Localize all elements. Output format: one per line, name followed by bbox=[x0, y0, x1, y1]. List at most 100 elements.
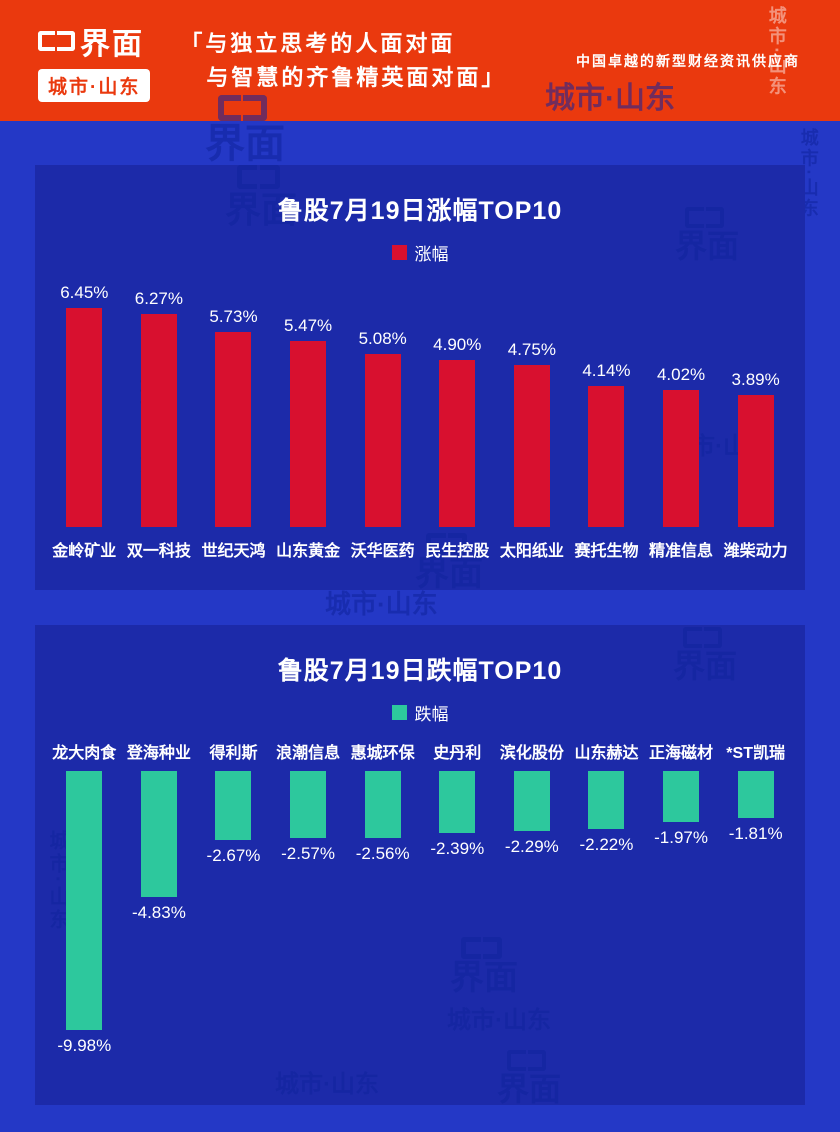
category-label: 山东黄金 bbox=[276, 543, 341, 560]
legend-label: 涨幅 bbox=[414, 245, 449, 264]
category-label: 赛托生物 bbox=[574, 543, 639, 560]
bar bbox=[140, 314, 177, 527]
category-label: 惠城环保 bbox=[350, 745, 415, 762]
value-label: 3.89% bbox=[731, 370, 780, 389]
bar bbox=[737, 395, 774, 527]
quote-line-1: 「与独立思考的人面对面 bbox=[180, 30, 456, 56]
bar-column: 4.14% bbox=[569, 361, 644, 527]
gainers-chart-title: 鲁股7月19日涨幅TOP10 bbox=[277, 197, 563, 225]
bar bbox=[66, 771, 103, 1030]
bar-column: 5.73% bbox=[196, 307, 271, 527]
gainers-bar-chart: 6.45% 6.27% 5.73% 5.47% 5.08% 4.90% 4.75% 4.14%… bbox=[35, 275, 805, 561]
bar bbox=[439, 360, 476, 527]
losers-bar-chart: 龙大肉食 登海种业 得利斯 浪潮信息 惠城环保 史丹利 滨化股份 山东赫达 正海磁材 *ST凯瑞 … bbox=[35, 739, 805, 1071]
bar bbox=[588, 771, 625, 829]
logo-region-badge: 城市·山东 bbox=[38, 69, 151, 102]
value-label: -2.22% bbox=[579, 835, 634, 854]
value-label: -2.67% bbox=[206, 846, 261, 865]
legend-label: 跌幅 bbox=[414, 705, 449, 724]
category-label: 得利斯 bbox=[209, 745, 258, 762]
bar-column: -2.22% bbox=[569, 771, 644, 855]
bar-column: 6.45% bbox=[47, 283, 122, 527]
category-label: 潍柴动力 bbox=[723, 543, 788, 560]
value-label: 5.08% bbox=[358, 329, 407, 348]
bar-column: 4.02% bbox=[644, 365, 719, 527]
legend-swatch-icon bbox=[391, 245, 407, 260]
category-label: 精准信息 bbox=[649, 543, 714, 560]
bar bbox=[513, 771, 550, 831]
bar bbox=[140, 771, 177, 897]
categories-row: 龙大肉食 登海种业 得利斯 浪潮信息 惠城环保 史丹利 滨化股份 山东赫达 正海磁材 *ST凯瑞 bbox=[35, 739, 805, 763]
category-label: 双一科技 bbox=[126, 543, 191, 560]
bar-column: -9.98% bbox=[47, 771, 122, 1056]
value-label: 4.14% bbox=[582, 361, 631, 380]
bar bbox=[513, 365, 550, 527]
category-label: 太阳纸业 bbox=[499, 543, 564, 560]
bar bbox=[439, 771, 476, 833]
value-label: 4.75% bbox=[507, 340, 556, 359]
bar-column: 4.75% bbox=[495, 340, 570, 527]
bar-column: -2.56% bbox=[345, 771, 420, 864]
bar bbox=[290, 771, 327, 838]
legend-swatch-icon bbox=[391, 705, 407, 720]
category-label: 龙大肉食 bbox=[52, 745, 117, 762]
bar bbox=[663, 390, 700, 527]
categories-row: 金岭矿业 双一科技 世纪天鸿 山东黄金 沃华医药 民生控股 太阳纸业 赛托生物 精准信息 潍柴动力 bbox=[35, 537, 805, 561]
category-label: 滨化股份 bbox=[499, 745, 564, 762]
bar bbox=[588, 386, 625, 527]
category-label: 山东赫达 bbox=[574, 745, 639, 762]
quote-line-2: 与智慧的齐鲁精英面对面」 bbox=[206, 64, 507, 90]
value-label: -1.97% bbox=[654, 828, 708, 847]
losers-panel: 界面 城市·山东 界面 城市·山东 界面 城市·山东 鲁股7月19日跌幅TOP10 跌幅 … bbox=[35, 625, 805, 1105]
category-label: 沃华医药 bbox=[350, 543, 415, 560]
value-label: -2.57% bbox=[281, 844, 336, 863]
value-label: 6.45% bbox=[60, 283, 109, 302]
bar-column: -2.57% bbox=[271, 771, 346, 864]
category-label: 世纪天鸿 bbox=[201, 543, 266, 560]
value-label: -4.83% bbox=[131, 903, 186, 922]
bar-column: -1.81% bbox=[718, 771, 793, 844]
category-label: 正海磁材 bbox=[649, 745, 714, 762]
bar-column: 5.47% bbox=[271, 316, 346, 527]
category-label: 金岭矿业 bbox=[52, 543, 117, 560]
bar-column: -2.39% bbox=[420, 771, 495, 859]
logo-text: 界面 bbox=[79, 28, 144, 61]
bars-row: 6.45% 6.27% 5.73% 5.47% 5.08% 4.90% 4.75% 4.14%… bbox=[35, 275, 805, 527]
value-label: -2.39% bbox=[430, 839, 485, 858]
bar bbox=[737, 771, 774, 818]
bars-row: -9.98% -4.83% -2.67% -2.57% -2.56% -2.39% -2.2… bbox=[35, 771, 805, 1071]
bar bbox=[66, 308, 103, 527]
jiemian-mark-icon bbox=[38, 31, 75, 51]
value-label: 5.47% bbox=[283, 316, 333, 335]
value-label: -1.81% bbox=[728, 824, 783, 843]
bar-column: 6.27% bbox=[122, 289, 197, 527]
losers-legend: 跌幅 bbox=[35, 700, 805, 725]
category-label: 民生控股 bbox=[425, 543, 490, 560]
value-label: 6.27% bbox=[134, 289, 183, 308]
header-quote: 「与独立思考的人面对面 与智慧的齐鲁精英面对面」 bbox=[180, 27, 506, 95]
header-tagline: 中国卓越的新型财经资讯供应商 bbox=[576, 52, 800, 69]
watermark-text: 城市·山东 bbox=[325, 589, 438, 619]
bar bbox=[290, 341, 327, 527]
category-label: *ST凯瑞 bbox=[726, 745, 785, 762]
category-label: 登海种业 bbox=[126, 745, 191, 762]
bar bbox=[215, 332, 252, 527]
value-label: 4.02% bbox=[656, 365, 706, 384]
value-label: 5.73% bbox=[209, 307, 258, 326]
jiemian-logo: 界面 城市·山东 bbox=[38, 19, 151, 102]
losers-chart-title: 鲁股7月19日跌幅TOP10 bbox=[277, 657, 563, 685]
value-label: -2.29% bbox=[504, 837, 559, 856]
category-label: 浪潮信息 bbox=[276, 745, 341, 762]
bar-column: -1.97% bbox=[644, 771, 719, 848]
bar bbox=[663, 771, 700, 822]
bar bbox=[215, 771, 252, 840]
bar-column: 4.90% bbox=[420, 335, 495, 527]
gainers-legend: 涨幅 bbox=[35, 240, 805, 265]
bar bbox=[364, 354, 401, 527]
value-label: -9.98% bbox=[57, 1036, 112, 1055]
value-label: -2.56% bbox=[355, 844, 410, 863]
bar bbox=[364, 771, 401, 838]
bar-column: 5.08% bbox=[345, 329, 420, 527]
logo-wordmark: 界面 bbox=[38, 19, 144, 63]
